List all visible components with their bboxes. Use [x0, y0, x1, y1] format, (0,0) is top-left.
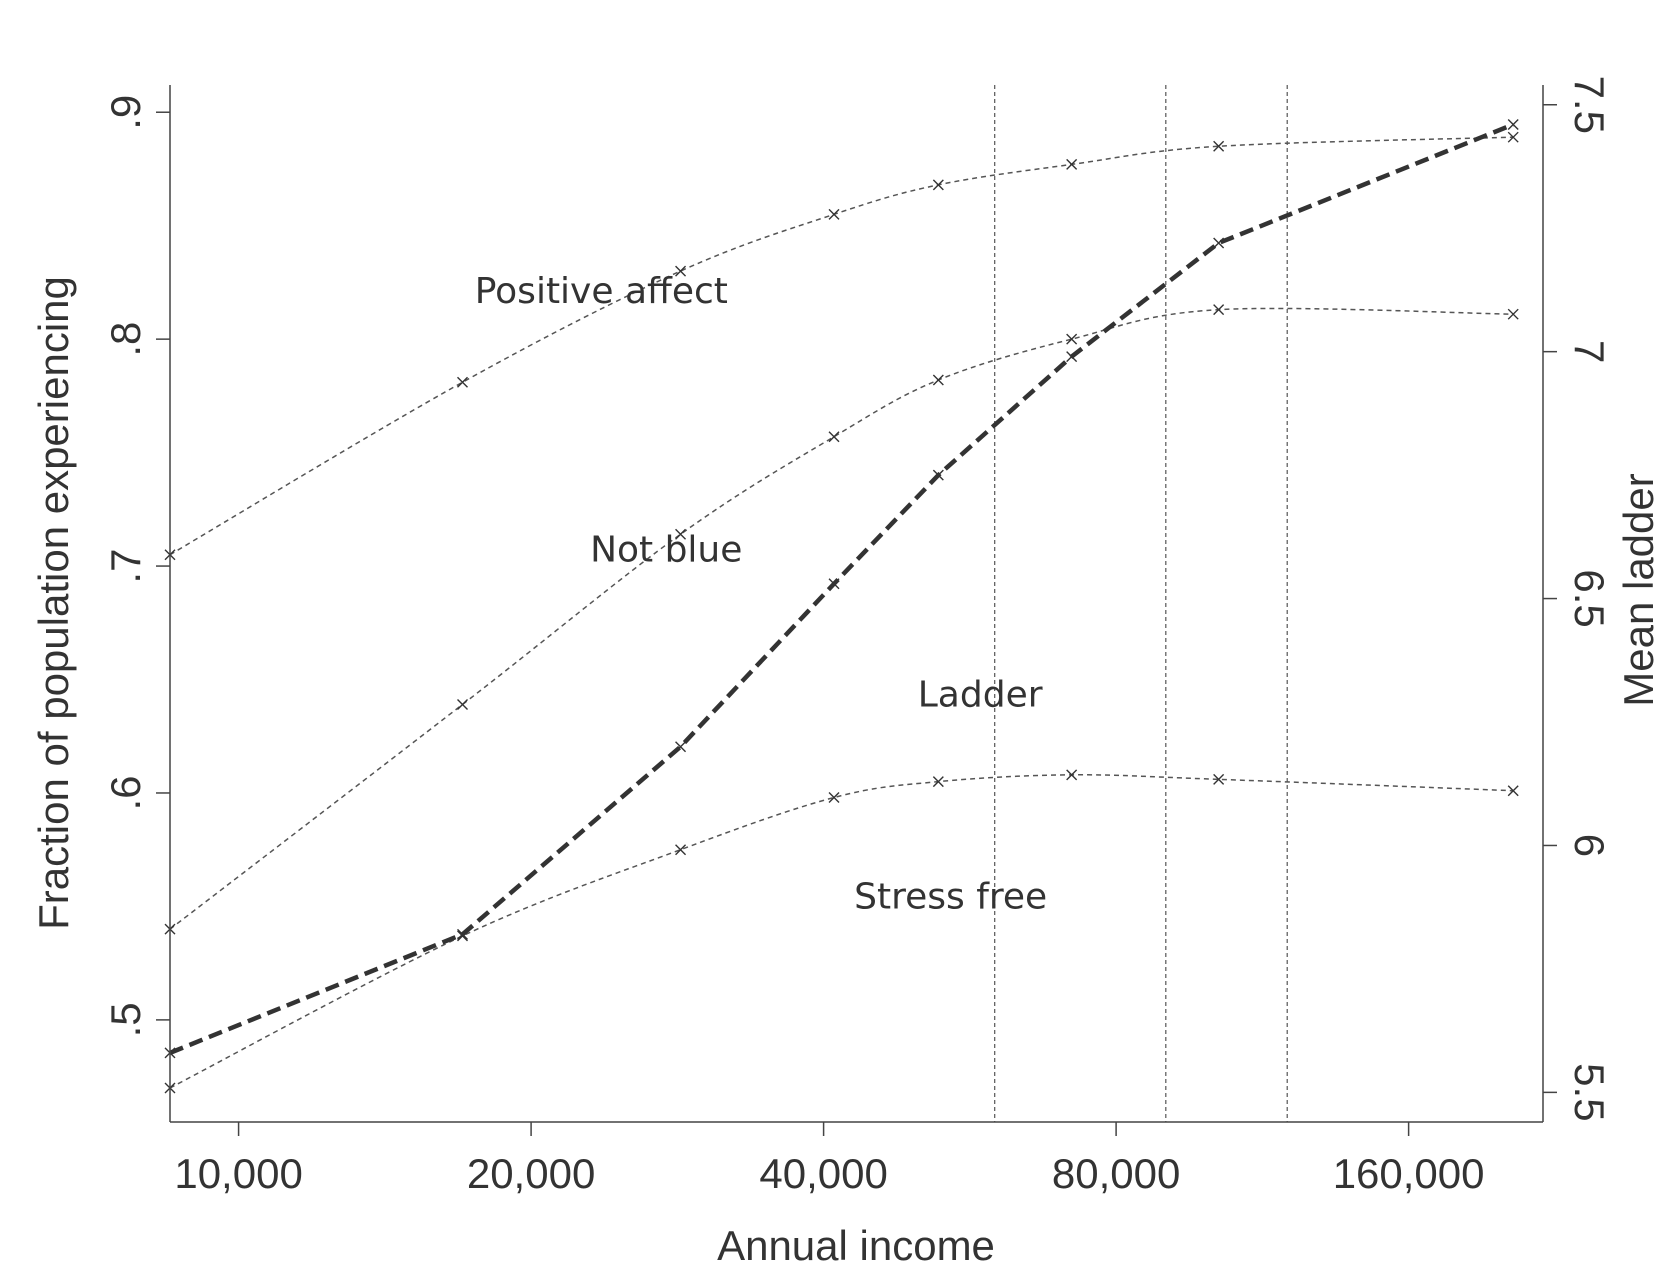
data-point-not-blue — [1066, 333, 1078, 345]
series-group — [164, 119, 1519, 1094]
data-point-stress-free — [1213, 773, 1225, 785]
series-labels: Positive affect Not blue Ladder Stress free — [475, 271, 1047, 918]
reference-lines — [994, 85, 1288, 1122]
data-point-not-blue — [457, 698, 469, 710]
y-tick-label-right: 6 — [1566, 834, 1613, 857]
y-tick-label-left: .8 — [102, 322, 149, 357]
ticks: 10,000 20,000 40,000 80,000 160,000 .5 .6 .7 .8.… — [102, 76, 1613, 1197]
data-point-ladder — [457, 928, 469, 940]
x-tick-label: 20,000 — [467, 1150, 595, 1197]
data-point-ladder — [675, 741, 687, 753]
data-point-ladder — [1507, 119, 1519, 130]
y-tick-label-right: 7 — [1566, 340, 1613, 363]
series-label-positive-affect: Positive affect — [475, 271, 728, 312]
data-point-positive-affect — [828, 208, 840, 220]
y-tick-label-left: .7 — [102, 549, 149, 584]
data-point-not-blue — [675, 528, 687, 540]
series-line-positive-affect — [169, 136, 1514, 556]
series-line-ladder — [169, 122, 1515, 1055]
data-point-stress-free — [675, 844, 687, 856]
data-point-positive-affect — [1213, 140, 1225, 152]
y-tick-label-right: 5.5 — [1566, 1063, 1613, 1121]
x-tick-label: 10,000 — [174, 1150, 302, 1197]
x-tick-label: 40,000 — [759, 1150, 887, 1197]
data-point-ladder — [932, 469, 944, 481]
data-point-not-blue — [932, 374, 944, 386]
data-point-not-blue — [828, 431, 840, 443]
data-point-stress-free — [1507, 785, 1519, 797]
data-point-stress-free — [828, 792, 840, 804]
series-label-stress-free: Stress free — [854, 877, 1047, 918]
y-tick-label-left: .6 — [102, 775, 149, 810]
data-point-positive-affect — [932, 179, 944, 191]
series-label-not-blue: Not blue — [590, 530, 742, 571]
y-axis-title-right: Mean ladder — [1615, 473, 1662, 706]
axes — [169, 85, 1544, 1123]
data-point-positive-affect — [1066, 158, 1078, 170]
x-tick-label: 80,000 — [1052, 1150, 1180, 1197]
data-point-ladder — [1213, 237, 1225, 249]
y-tick-label-left: .5 — [102, 1002, 149, 1037]
x-tick-label: 160,000 — [1333, 1150, 1485, 1197]
series-label-ladder: Ladder — [918, 675, 1043, 716]
series-line-not-blue — [169, 307, 1514, 930]
data-point-stress-free — [932, 776, 944, 788]
data-point-not-blue — [1507, 308, 1519, 320]
y-axis-title-left: Fraction of population experiencing — [30, 276, 77, 930]
series-line-stress-free — [169, 774, 1514, 1089]
data-point-ladder — [1066, 351, 1078, 363]
data-point-ladder — [828, 578, 840, 590]
data-point-not-blue — [1213, 304, 1225, 316]
y-tick-label-right: 7.5 — [1566, 76, 1613, 134]
x-axis-title: Annual income — [717, 1222, 995, 1269]
data-point-stress-free — [1066, 769, 1078, 781]
data-point-positive-affect — [675, 265, 687, 277]
data-point-positive-affect — [457, 376, 469, 388]
data-point-positive-affect — [1507, 131, 1519, 143]
y-tick-label-left: .9 — [102, 95, 149, 130]
y-tick-label-right: 6.5 — [1566, 569, 1613, 627]
